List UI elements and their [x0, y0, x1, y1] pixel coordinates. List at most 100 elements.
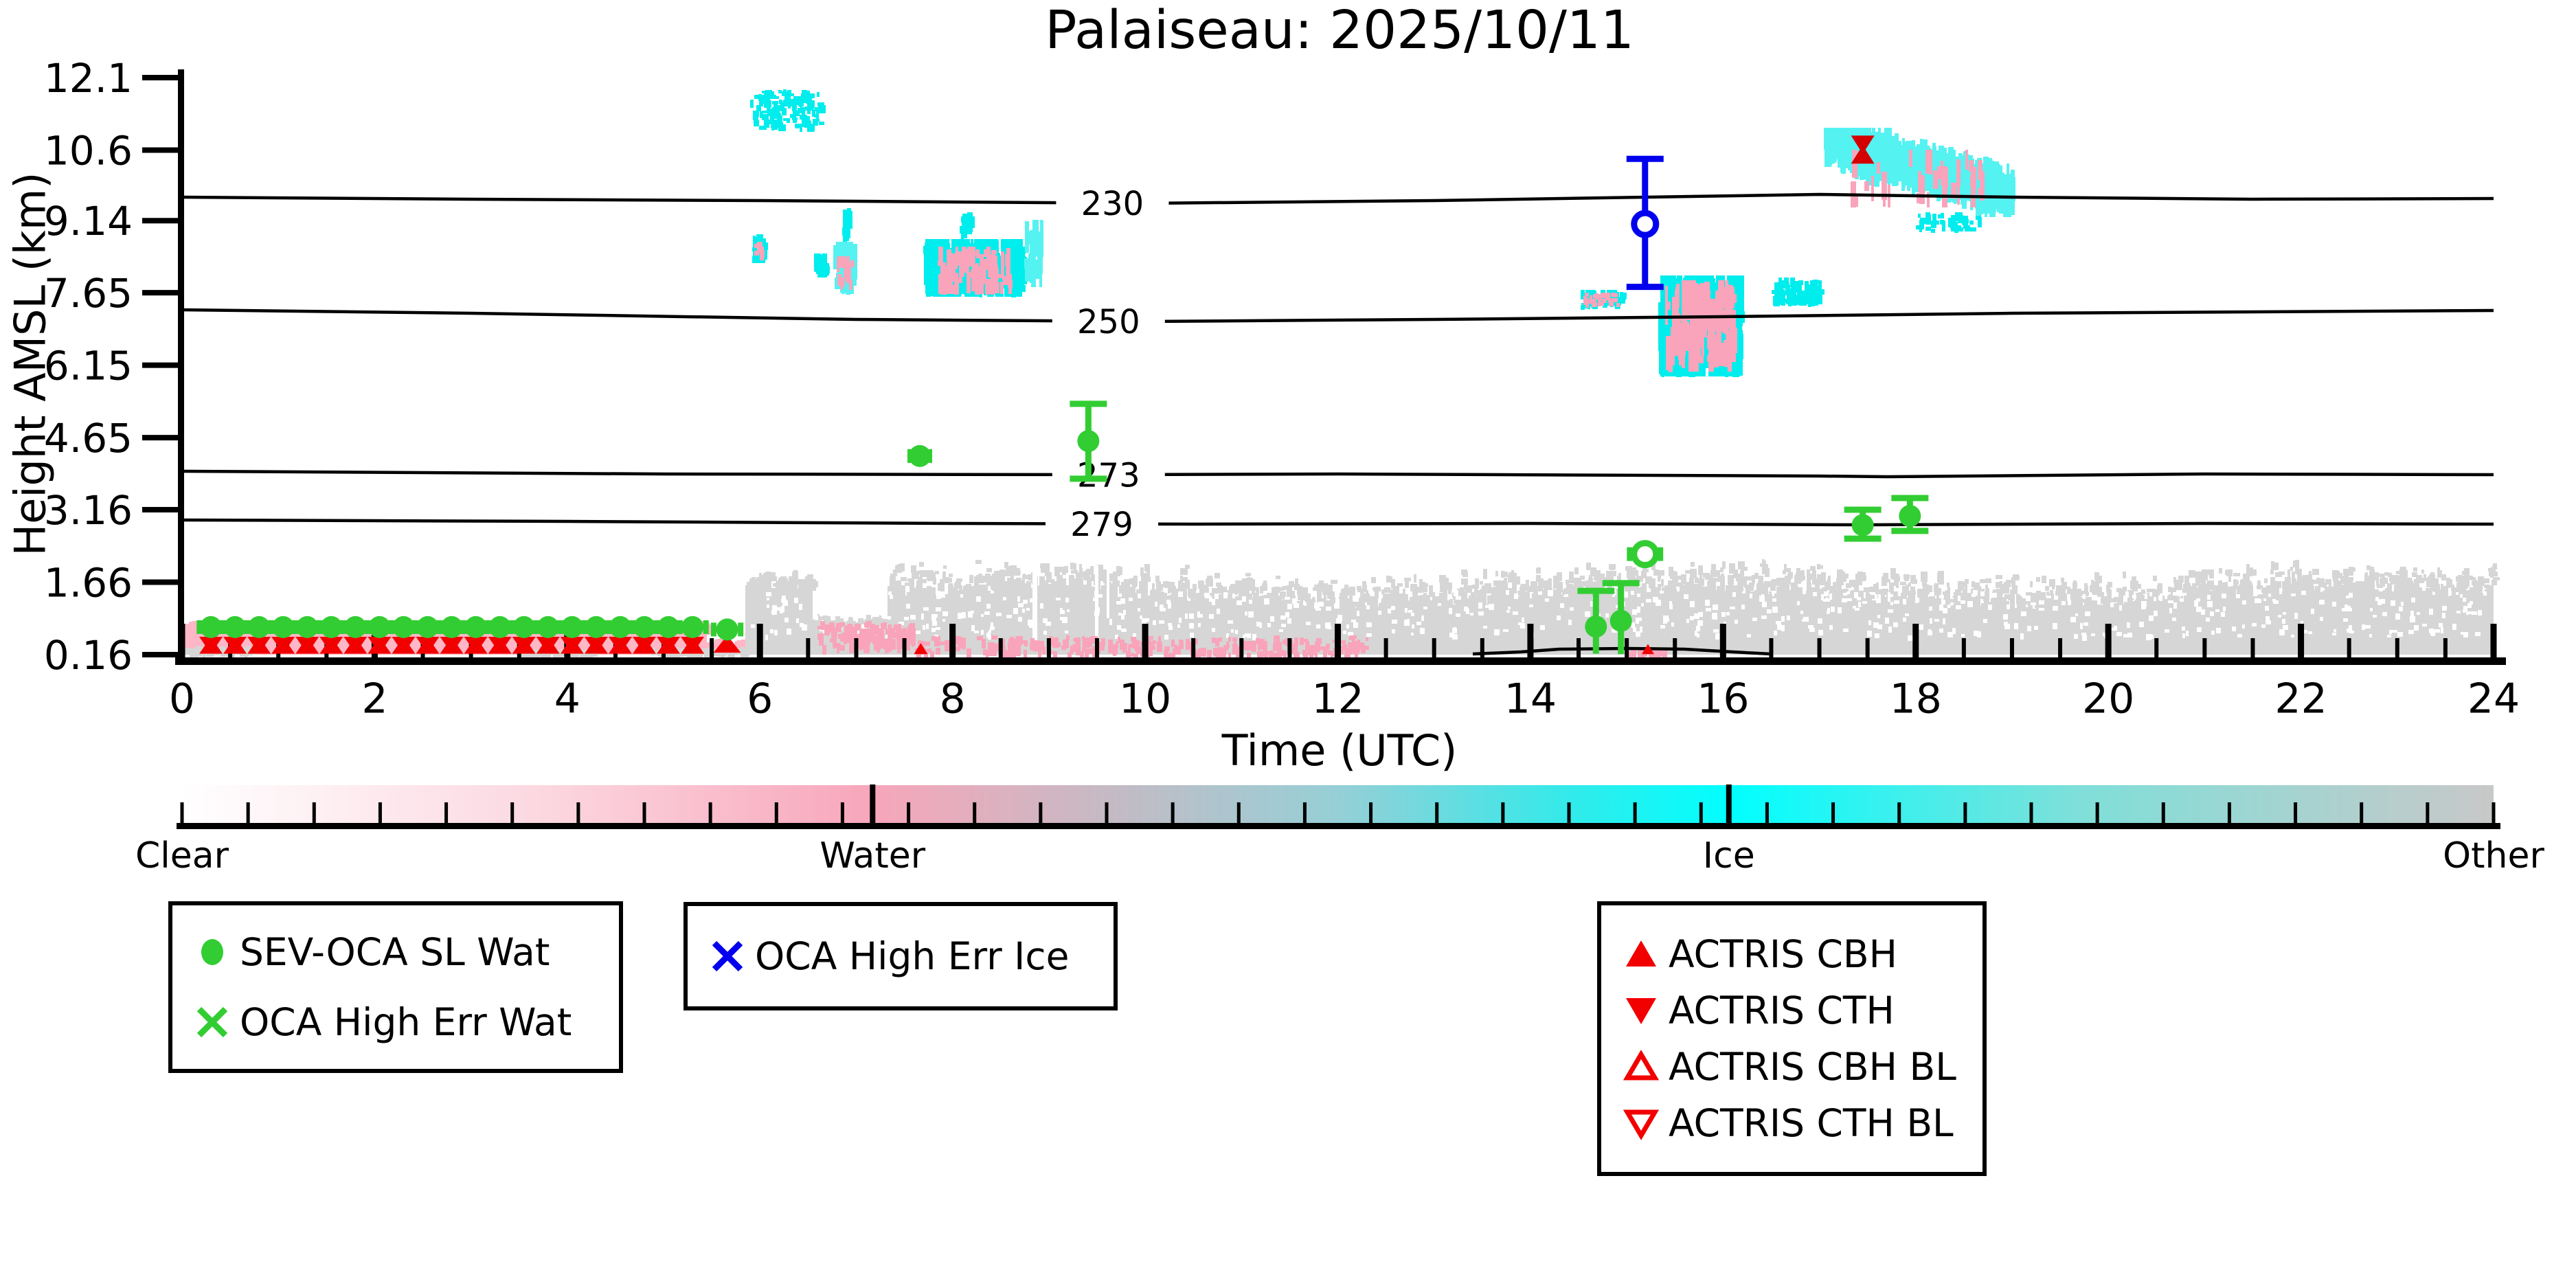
colorbar-label-ice: Ice [1702, 835, 1755, 877]
green-x-icon [190, 1000, 234, 1044]
actris-triangle [416, 636, 440, 654]
data-point-sev-oca-sl-wat [633, 615, 655, 638]
isotherm-label-bg [1052, 300, 1165, 343]
actris-triangle [681, 636, 705, 654]
data-point-sev-oca-sl-wat [561, 615, 583, 638]
x-tick-label: 22 [2274, 675, 2327, 723]
data-point-sev-oca-sl-wat [681, 615, 704, 638]
data-point-sev-oca-sl-wat [464, 615, 487, 638]
data-point-sev-oca-sl-wat [1609, 609, 1632, 632]
legend-item-label: ACTRIS CBH [1669, 932, 1897, 976]
page-title: Palaiseau: 2025/10/11 [1045, 0, 1634, 61]
colorbar-label-other: Other [2443, 835, 2544, 877]
x-tick-label: 16 [1697, 675, 1749, 723]
data-point-sev-oca-sl-wat [1851, 514, 1874, 536]
colorbar [182, 785, 2494, 824]
blue-x-icon [705, 934, 749, 978]
y-tick-label: 3.16 [44, 487, 133, 534]
actris-triangle [560, 636, 584, 654]
colorbar-baseline [177, 823, 2500, 829]
y-tick-label: 7.65 [44, 270, 133, 317]
legend-item-label: SEV-OCA SL Wat [240, 930, 550, 974]
isotherm-230 [181, 192, 2494, 205]
actris-triangle [1851, 135, 1875, 155]
y-tick-label: 9.14 [44, 198, 133, 245]
actris-triangle [1641, 644, 1654, 655]
region-cyan [750, 89, 1982, 377]
actris-triangle [440, 636, 464, 654]
x-tick-label: 8 [940, 675, 966, 723]
data-point-sev-oca-sl-wat [368, 615, 391, 638]
x-tick-label: 24 [2467, 675, 2520, 723]
data-point-sev-oca-sl-wat [392, 615, 415, 638]
green-filled-circle-icon [190, 930, 234, 974]
x-tick-label: 18 [1890, 675, 1942, 723]
isotherm-label-bg [1052, 453, 1165, 497]
actris-triangle [319, 636, 343, 654]
data-point-sev-oca-sl-wat [512, 615, 535, 638]
legend-item-actris-cbh-bl: ACTRIS CBH BL [1601, 1045, 1982, 1089]
data-point-oca-high-err-wat [1631, 540, 1660, 569]
data-point-sev-oca-sl-wat [296, 615, 319, 638]
isotherm-273 [181, 469, 2494, 479]
legend-box-actris: ACTRIS CBH ACTRIS CTH ACTRIS CBH BL ACTR… [1597, 901, 1987, 1176]
isotherm-label-bg [1056, 181, 1169, 225]
actris-triangle [488, 636, 512, 654]
isotherm-label: 279 [1070, 506, 1133, 544]
legend-item-label: ACTRIS CTH [1669, 988, 1895, 1032]
x-tick-label: 2 [361, 675, 387, 723]
data-point-sev-oca-sl-wat [224, 615, 247, 638]
data-point-sev-oca-sl-wat [200, 615, 223, 638]
isotherm-label: 250 [1077, 303, 1140, 341]
legend-box-oca-water: SEV-OCA SL Wat OCA High Err Wat [168, 901, 623, 1073]
data-point-sev-oca-sl-wat [1899, 505, 1921, 528]
actris-triangle [271, 636, 295, 654]
actris-triangle [512, 636, 536, 654]
isotherm-250 [181, 308, 2494, 324]
legend-item-label: ACTRIS CTH BL [1669, 1101, 1954, 1145]
legend-item-oca-high-err-ice: OCA High Err Ice [688, 934, 1114, 978]
actris-triangle [295, 636, 319, 654]
x-tick-label: 6 [747, 675, 773, 723]
data-point-sev-oca-sl-wat [609, 615, 631, 638]
isotherm-label-bg [1045, 502, 1158, 545]
region-pinkb [754, 150, 1985, 372]
actris-triangle [392, 636, 416, 654]
colorbar-label-water: Water [820, 835, 926, 877]
actris-triangle [914, 643, 928, 655]
x-tick-label: 20 [2082, 675, 2134, 723]
red-open-triangle-up-icon [1619, 1045, 1663, 1089]
x-tick-label: 4 [554, 675, 580, 723]
red-open-triangle-down-icon [1619, 1101, 1663, 1145]
data-point-sev-oca-sl-wat [1585, 615, 1607, 638]
data-point-sev-oca-sl-wat [1077, 430, 1100, 453]
data-point-sev-oca-sl-wat [536, 615, 559, 638]
region-cyanl [833, 128, 2015, 295]
x-tick-label: 0 [169, 675, 195, 723]
y-tick-label: 1.66 [44, 559, 133, 606]
legend-item-actris-cth-bl: ACTRIS CTH BL [1601, 1101, 1982, 1145]
y-tick-label: 6.15 [44, 342, 133, 389]
red-triangle-up-icon [1619, 932, 1663, 976]
isotherm-label: 230 [1081, 185, 1144, 223]
y-axis-label: Height AMSL (km) [5, 172, 56, 556]
actris-triangle [1851, 145, 1875, 164]
actris-triangle [608, 636, 632, 654]
legend-item-oca-high-err-wat: OCA High Err Wat [172, 1000, 619, 1044]
y-tick-label: 4.65 [44, 415, 133, 462]
y-tick-label: 12.1 [44, 55, 133, 102]
isotherm-279 [181, 518, 2494, 527]
data-point-sev-oca-sl-wat [716, 618, 738, 641]
y-axis-spine [178, 69, 184, 665]
legend-item-label: OCA High Err Wat [240, 1000, 572, 1044]
actris-triangle [464, 636, 488, 654]
actris-triangle [199, 636, 223, 654]
x-axis-spine [175, 657, 2506, 665]
actris-triangle [368, 636, 392, 654]
x-tick-label: 12 [1311, 675, 1364, 723]
actris-triangle [584, 636, 608, 654]
red-triangle-down-icon [1619, 988, 1663, 1032]
legend-item-label: ACTRIS CBH BL [1669, 1045, 1956, 1089]
data-point-sev-oca-sl-wat [320, 615, 343, 638]
